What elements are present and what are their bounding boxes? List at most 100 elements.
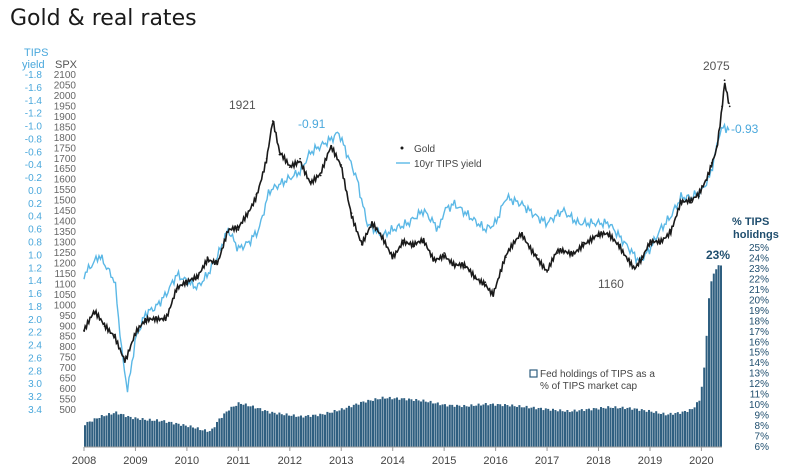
x-tick-label: 2020 — [689, 455, 713, 467]
fed-holdings-bar — [487, 405, 490, 447]
tips-tick-label: 2.6 — [28, 353, 42, 364]
gold-point — [271, 120, 274, 122]
tips-tick-label: 1.4 — [28, 276, 42, 287]
gold-point — [381, 237, 384, 240]
right-tick-label: 25% — [749, 243, 769, 254]
x-tick-label: 2008 — [72, 455, 96, 467]
legend-gold-label: Gold — [414, 144, 435, 155]
fed-holdings-bar — [492, 403, 494, 447]
gold-point — [265, 157, 268, 160]
right-tick-label: 11% — [750, 390, 769, 401]
gold-point — [144, 321, 147, 323]
fed-holdings-bar — [213, 427, 216, 447]
fed-holdings-bar — [105, 415, 108, 447]
fed-holdings-bar — [120, 413, 122, 447]
fed-holdings-bar — [712, 273, 715, 447]
spx-tick-label: 1550 — [54, 185, 77, 196]
gold-point — [237, 229, 240, 231]
fed-holdings-bar — [338, 410, 341, 447]
fed-holdings-bar — [463, 404, 466, 447]
gold-point — [453, 264, 456, 267]
fed-holdings-bar — [583, 411, 586, 447]
spx-tick-label: 1700 — [54, 154, 77, 165]
fed-holdings-bar — [636, 408, 638, 447]
fed-holdings-bar — [650, 411, 653, 447]
fed-holdings-bar — [595, 408, 598, 447]
gold-point — [690, 201, 693, 204]
right-tick-label: 23% — [749, 264, 769, 275]
fed-holdings-bar — [98, 417, 101, 447]
legend-gold-marker — [400, 146, 404, 150]
fed-holdings-bar — [549, 410, 552, 447]
fed-holdings-bar — [496, 404, 499, 447]
tips-yield-axis: -1.8 -1.6 -1.4 -1.2 -1.0-0.8 -0.6 -0.4 -0.2 0.0 0… — [25, 70, 43, 416]
fed-holdings-bar — [170, 421, 173, 447]
fed-holdings-bar — [328, 412, 331, 447]
fed-holdings-bar — [364, 402, 367, 447]
fed-holdings-bar — [688, 409, 691, 447]
fed-holdings-bar — [244, 403, 247, 447]
fed-holdings-bar — [393, 398, 396, 447]
gold-line — [83, 82, 731, 363]
spx-tick-label: 1050 — [54, 290, 77, 301]
right-tick-label: 12% — [749, 379, 769, 390]
tips-tick-label: 0.0 — [28, 186, 42, 197]
fed-holdings-bar — [616, 408, 619, 447]
gold-point — [649, 243, 651, 246]
spx-tick-label: 2000 — [54, 91, 77, 102]
fed-holdings-bar — [415, 398, 418, 447]
gold-point — [402, 239, 404, 242]
fed-holdings-bar — [194, 428, 197, 447]
right-tick-label: 6% — [755, 442, 770, 453]
fed-holdings-bar — [513, 406, 516, 447]
right-tick-label: 10% — [749, 400, 769, 411]
fed-holdings-bar — [232, 406, 235, 447]
fed-holdings-bar — [571, 411, 574, 447]
fed-holdings-bar — [441, 404, 444, 447]
fed-holdings-bar — [208, 431, 211, 447]
fed-holdings-bar — [148, 418, 151, 447]
tips-yield-line — [83, 122, 730, 393]
fed-holdings-bar — [506, 405, 509, 447]
fed-holdings-bar — [321, 414, 324, 447]
fed-holdings-bar — [391, 399, 394, 447]
fed-holdings-bar — [264, 410, 266, 447]
gold-point — [721, 105, 723, 108]
fed-holdings-bar — [211, 428, 214, 447]
fed-holdings-bar — [684, 410, 686, 447]
spx-tick-label: 1600 — [54, 175, 77, 186]
fed-holdings-bar — [158, 421, 161, 447]
fed-holdings-bar — [420, 401, 422, 447]
fed-holdings-bar — [235, 405, 238, 447]
spx-tick-label: 1200 — [54, 258, 77, 269]
annotation-gold-peak-2011: 1921 — [229, 98, 256, 112]
fed-holdings-bar — [604, 408, 607, 447]
fed-holdings-bar — [177, 423, 180, 447]
fed-holdings-bar — [136, 418, 139, 447]
fed-holdings-bar — [112, 413, 115, 447]
gold-point — [422, 241, 425, 244]
gold-point — [715, 145, 718, 148]
fed-holdings-bar — [499, 404, 502, 447]
fed-holdings-bar — [340, 408, 343, 447]
fed-holdings-bar — [396, 397, 398, 447]
fed-holdings-bar — [494, 405, 497, 447]
fed-holdings-bar — [297, 416, 300, 447]
fed-holdings-bar — [427, 402, 430, 447]
fed-holdings-bar — [163, 420, 166, 447]
fed-holdings-bar — [228, 410, 230, 447]
fed-holdings-bar — [319, 413, 322, 447]
fed-holdings-bar — [180, 425, 182, 447]
legend-fed-label-line1: Fed holdings of TIPS as a — [540, 369, 655, 380]
annotation-fed-2020: 23% — [706, 248, 730, 262]
spx-tick-label: 1000 — [54, 300, 77, 311]
fed-holdings-bar — [424, 401, 427, 447]
spx-tick-label: 850 — [59, 332, 76, 343]
gold-point — [255, 193, 258, 196]
fed-holdings-bar — [160, 420, 163, 447]
spx-axis: 5005506006507007508008509009501000105011… — [54, 70, 77, 416]
fed-holdings-bar — [348, 405, 350, 447]
fed-holdings-bar — [252, 405, 254, 447]
fed-holdings-bar — [609, 407, 612, 447]
fed-holdings-bar — [196, 427, 199, 447]
